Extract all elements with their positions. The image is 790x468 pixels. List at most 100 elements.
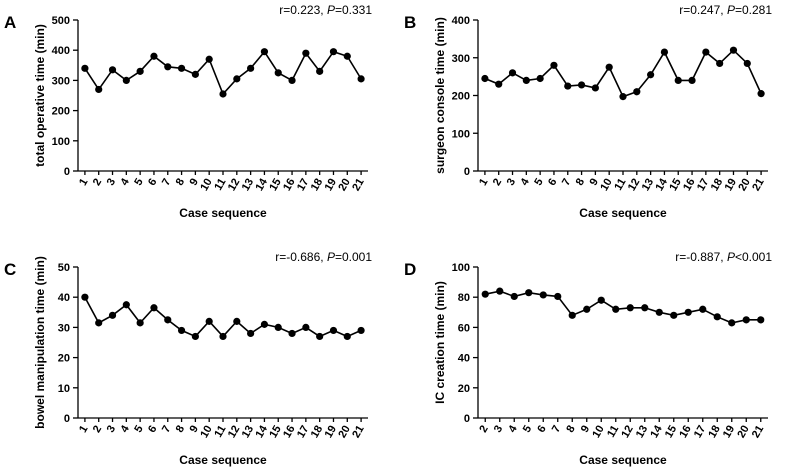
x-tick-label: 1 (77, 424, 90, 435)
series-line (484, 49, 762, 98)
data-point (626, 304, 634, 312)
y-tick-label: 50 (58, 262, 70, 274)
y-tick-label: 0 (464, 413, 470, 425)
data-point (302, 49, 310, 57)
x-tick-label: 7 (560, 177, 573, 188)
data-point (583, 305, 591, 313)
data-point (647, 71, 655, 79)
data-point (684, 308, 692, 316)
annotation-part: P (327, 3, 335, 17)
annotation-part: r=0.223, (279, 3, 327, 17)
y-tick-label: 40 (458, 353, 470, 365)
x-tick-label: 6 (535, 424, 548, 435)
x-tick-label: 16 (281, 177, 298, 194)
x-tick-label: 2 (91, 424, 104, 435)
data-point (95, 85, 103, 94)
data-point (108, 311, 117, 319)
x-tick-label: 13 (240, 424, 257, 441)
data-point (481, 290, 489, 298)
x-tick-label: 9 (188, 424, 201, 435)
x-tick-label: 20 (736, 177, 753, 194)
data-point (81, 293, 89, 301)
y-tick-label: 400 (452, 15, 470, 27)
data-point (508, 69, 517, 77)
data-point (688, 76, 696, 84)
x-tick-label: 13 (634, 424, 651, 441)
panel: 0 20 40 60 80 100 2 3 4 5 6 7 8 910111213141516171819… (404, 250, 772, 467)
x-tick-label: 10 (598, 177, 615, 194)
data-point (288, 329, 296, 338)
x-tick-label: 1 (77, 177, 90, 188)
x-tick-label: 19 (723, 177, 740, 194)
x-tick-label: 21 (750, 177, 767, 194)
annotation-part: P (727, 3, 735, 17)
data-point (247, 64, 255, 72)
data-point (605, 63, 613, 71)
x-tick-label: 20 (336, 177, 353, 194)
data-point (205, 317, 213, 325)
data-point (577, 81, 586, 89)
x-tick-label: 19 (323, 177, 340, 194)
y-tick-label: 100 (452, 262, 470, 274)
x-tick-label: 12 (226, 177, 243, 194)
panel-label: D (404, 260, 416, 279)
data-point (536, 74, 544, 83)
annotation: r=0.247, P=0.281 (679, 3, 772, 17)
data-point (108, 66, 117, 74)
y-tick-label: 100 (52, 136, 70, 148)
data-point (496, 287, 504, 295)
data-point (274, 323, 282, 331)
y-tick-label: 60 (458, 322, 470, 334)
x-tick-label: 7 (550, 424, 563, 435)
x-tick-label: 16 (281, 424, 298, 441)
panel-label: A (4, 13, 16, 32)
x-tick-label: 14 (648, 423, 665, 440)
x-tick-label: 8 (174, 424, 187, 435)
x-tick-label: 15 (267, 424, 284, 441)
data-point (495, 80, 503, 88)
x-tick-label: 16 (677, 424, 694, 441)
annotation: r=-0.686, P=0.001 (275, 250, 372, 264)
x-tick-label: 10 (198, 177, 215, 194)
x-tick-label: 4 (518, 176, 532, 188)
y-tick-label: 400 (52, 45, 70, 57)
x-tick-label: 13 (640, 177, 657, 194)
x-tick-label: 18 (706, 424, 723, 441)
x-tick-label: 4 (118, 176, 132, 188)
annotation-part: =0.281 (735, 3, 772, 17)
annotation: r=-0.887, P<0.001 (675, 250, 772, 264)
data-point (757, 316, 765, 324)
x-tick-label: 12 (226, 424, 243, 441)
data-point (81, 64, 89, 72)
x-axis-title: Case sequence (579, 453, 667, 467)
x-tick-label: 17 (692, 424, 709, 441)
x-tick-label: 11 (605, 424, 621, 440)
data-point (742, 316, 750, 324)
annotation-part: r=0.247, (679, 3, 727, 17)
x-tick-label: 21 (350, 177, 367, 194)
data-point (316, 332, 324, 341)
data-point (219, 332, 227, 341)
data-point (655, 308, 663, 316)
data-point (660, 48, 669, 56)
data-point (568, 311, 576, 319)
x-tick-label: 7 (160, 177, 173, 188)
data-point (357, 75, 365, 83)
x-tick-label: 19 (323, 424, 340, 441)
data-point (177, 64, 186, 72)
x-tick-label: 2 (477, 424, 490, 435)
x-tick-label: 21 (750, 424, 767, 441)
annotation-part: <0.001 (735, 250, 772, 264)
x-tick-label: 1 (477, 177, 490, 188)
panel-label: C (4, 260, 16, 279)
y-tick-label: 300 (52, 75, 70, 87)
x-tick-label: 6 (146, 424, 159, 435)
x-tick-label: 18 (309, 177, 326, 194)
data-point (164, 316, 172, 324)
x-tick-label: 17 (295, 424, 312, 441)
y-tick-label: 0 (64, 166, 70, 178)
x-tick-label: 18 (309, 424, 326, 441)
x-tick-label: 8 (564, 424, 577, 435)
